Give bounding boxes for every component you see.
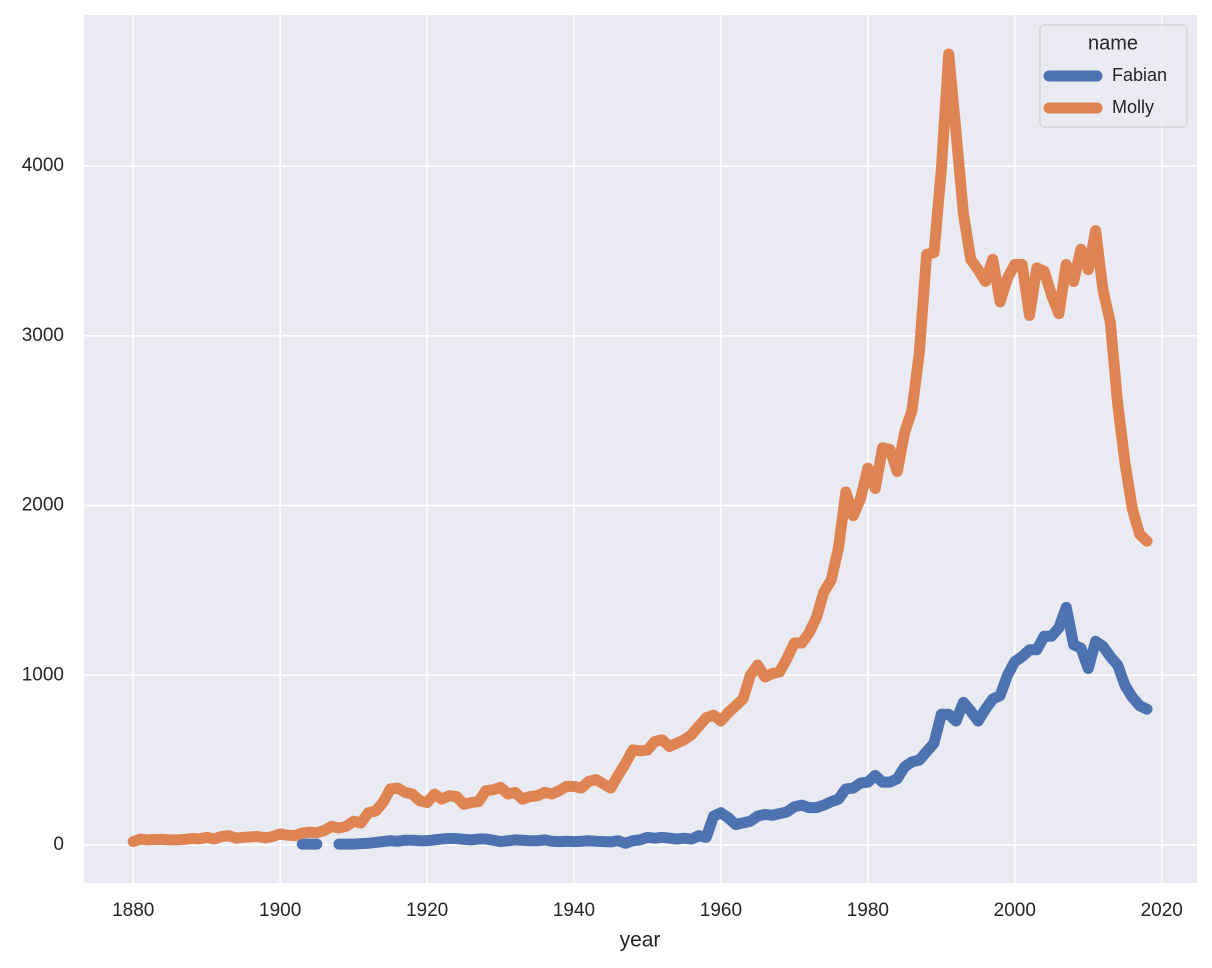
- x-tick-label: 1900: [259, 900, 301, 921]
- y-tick-label: 3000: [22, 325, 64, 346]
- y-tick-label: 0: [53, 834, 64, 855]
- y-tick-label: 4000: [22, 155, 64, 176]
- x-tick-label: 2000: [994, 900, 1036, 921]
- x-tick-label: 1980: [847, 900, 889, 921]
- legend-label: Fabian: [1112, 65, 1167, 85]
- legend-title: name: [1088, 32, 1138, 54]
- line-series: [127, 48, 1153, 848]
- x-tick-label: 1940: [553, 900, 595, 921]
- legend-label: Molly: [1112, 97, 1154, 117]
- x-tick-label: 1920: [406, 900, 448, 921]
- y-tick-label: 2000: [22, 495, 64, 516]
- line-series: [296, 601, 1153, 850]
- legend: name Fabian Molly: [1039, 24, 1188, 128]
- legend-box: [1039, 24, 1188, 128]
- x-axis-label: year: [620, 929, 661, 952]
- y-tick-label: 1000: [22, 664, 64, 685]
- x-tick-label: 1960: [700, 900, 742, 921]
- x-tick-label: 2020: [1141, 900, 1183, 921]
- x-tick-label: 1880: [112, 900, 154, 921]
- plot-area: [84, 15, 1197, 883]
